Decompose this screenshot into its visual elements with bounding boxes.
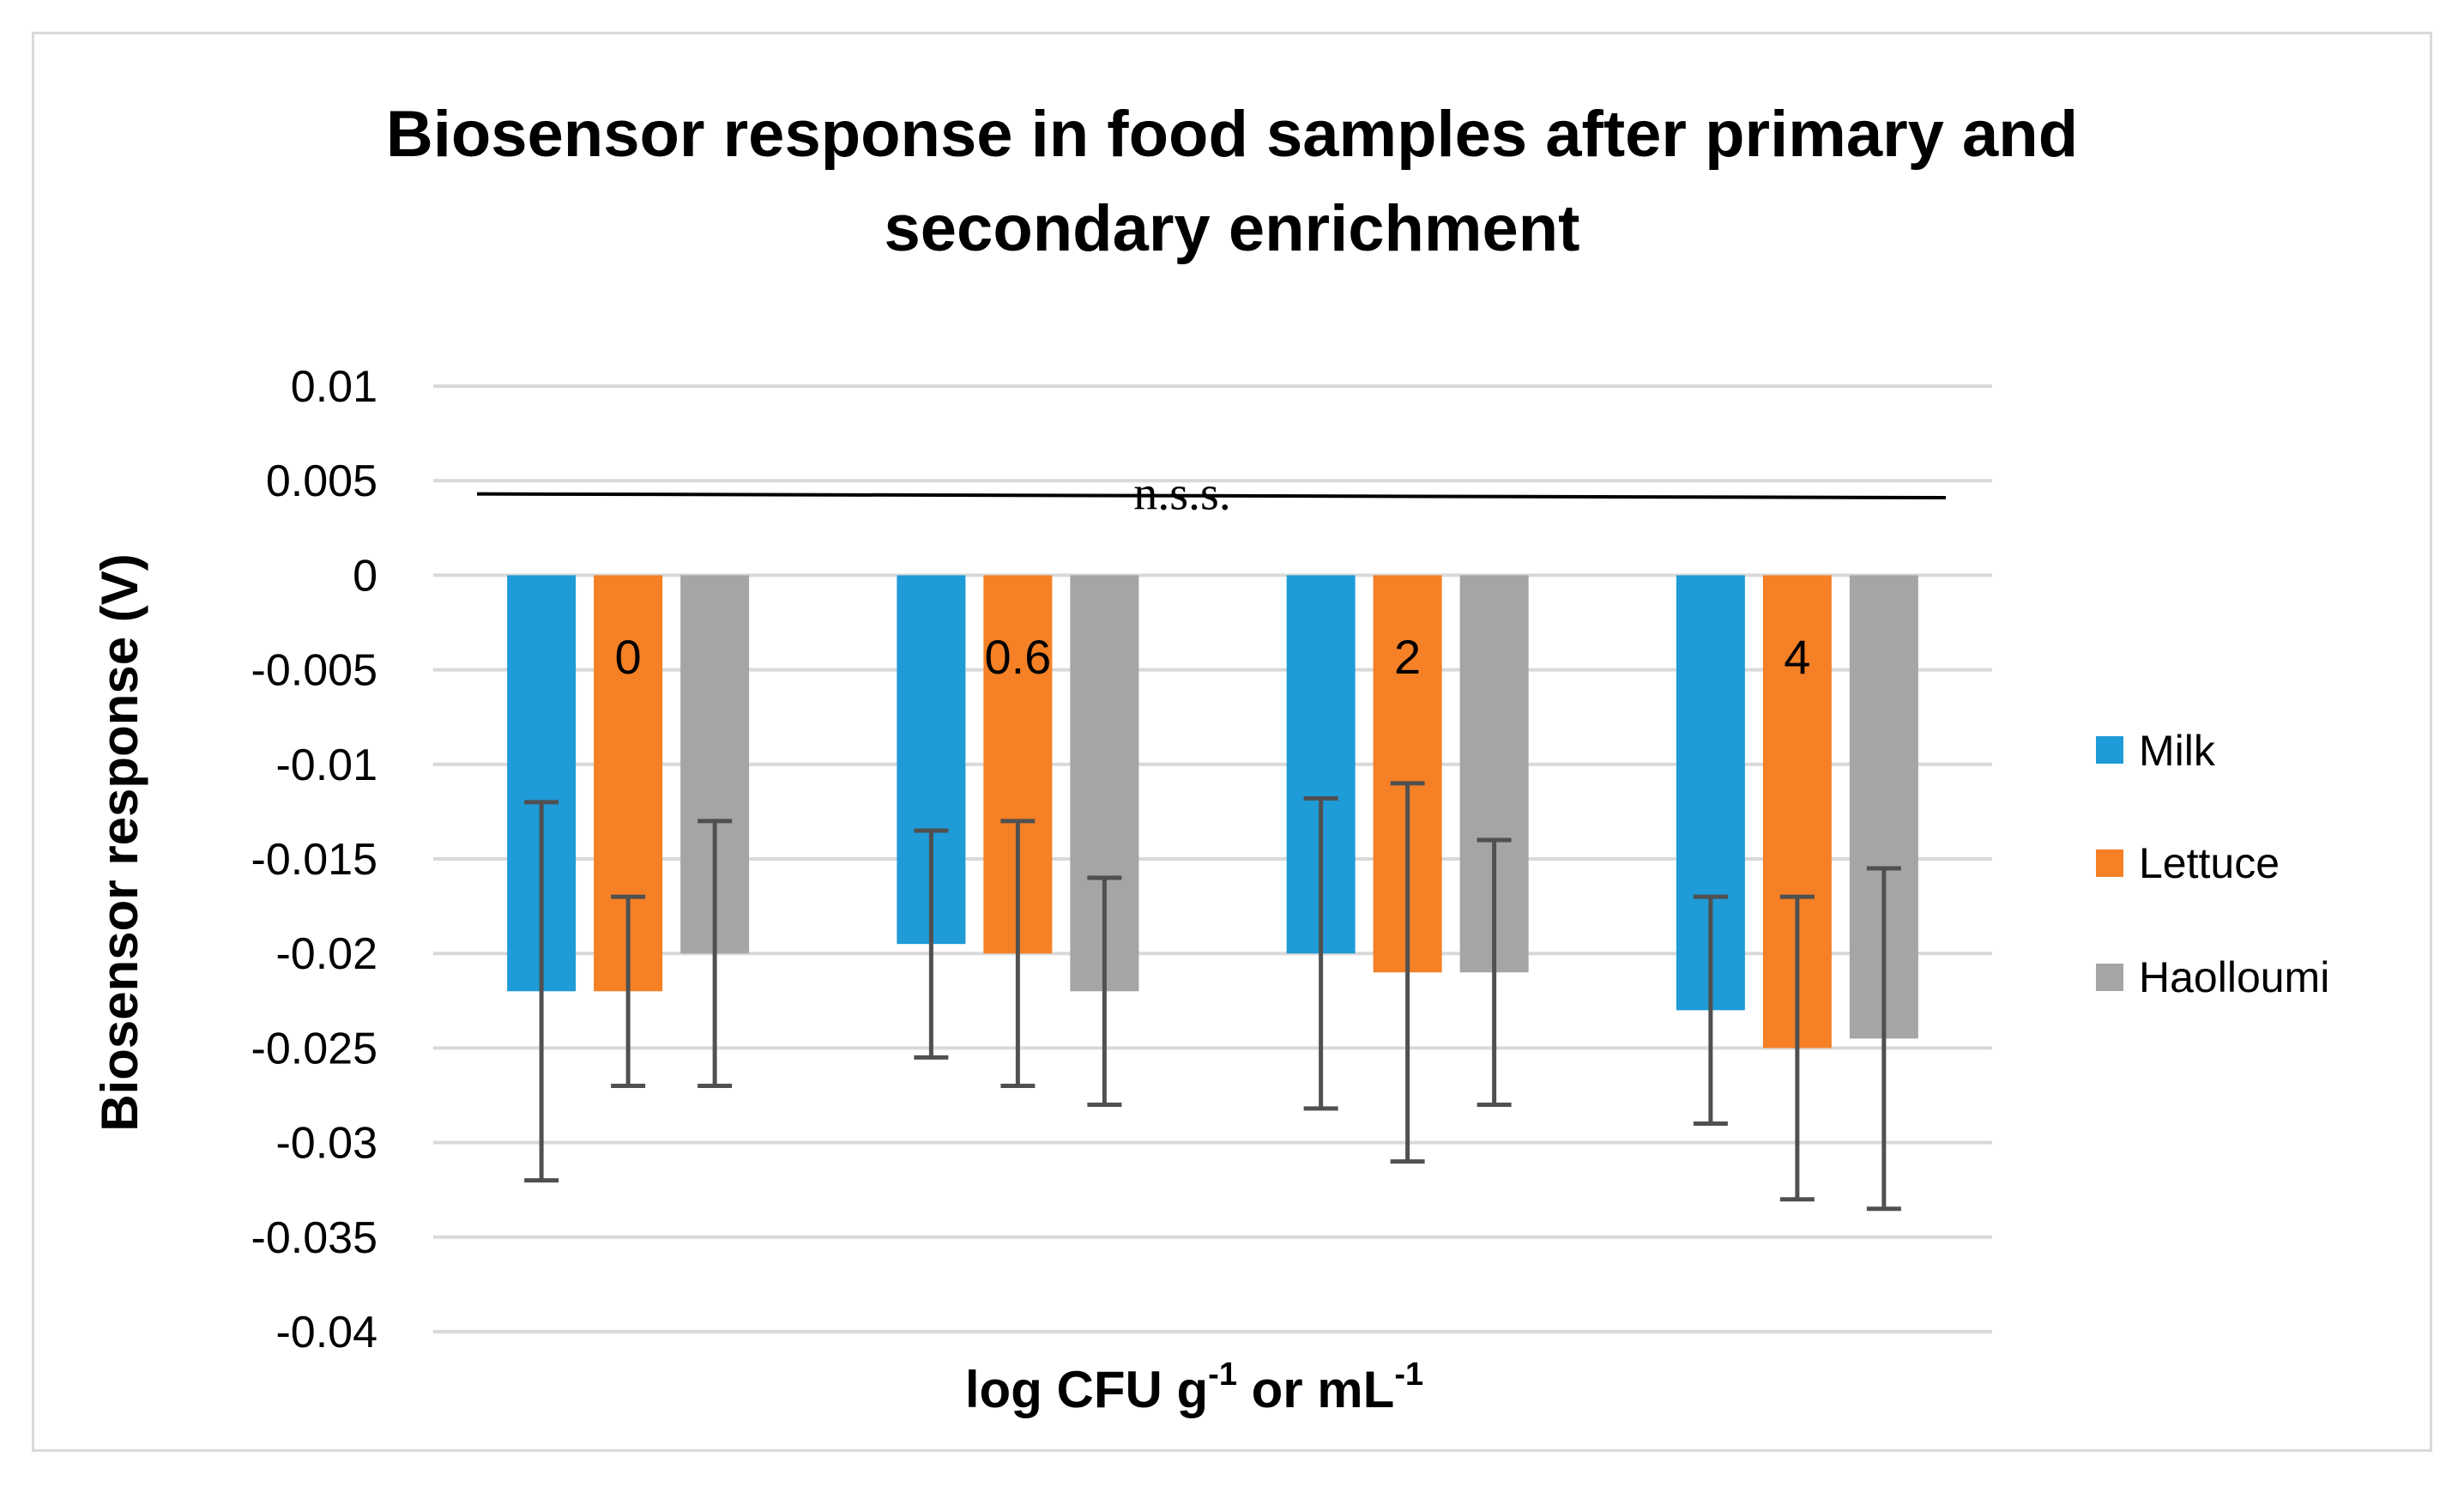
x-axis-title-sup-a: -1 — [1208, 1357, 1237, 1393]
x-axis-title-part-b: or mL — [1237, 1361, 1394, 1418]
legend-label-lettuce: Lettuce — [2139, 839, 2280, 887]
category-label: 0.6 — [984, 630, 1051, 684]
y-tick-label: -0.03 — [275, 1119, 377, 1169]
x-axis-title-sup-b: -1 — [1394, 1357, 1423, 1393]
y-tick-label: 0.005 — [266, 456, 377, 506]
y-tick-label: -0.01 — [275, 740, 377, 790]
y-tick-label: -0.015 — [251, 835, 377, 885]
legend: Milk Lettuce Haolloumi — [2096, 727, 2329, 1001]
error-bars — [524, 781, 1901, 1212]
x-axis-title: log CFU g-1 or mL-1 — [965, 1357, 1423, 1418]
significance-label: n.s.s. — [1133, 468, 1231, 521]
y-tick-label: 0.01 — [291, 362, 377, 412]
chart-title-line-2: secondary enrichment — [885, 192, 1580, 265]
y-tick-label: -0.025 — [251, 1024, 377, 1073]
legend-swatch-lettuce — [2096, 849, 2123, 877]
y-tick-label: -0.02 — [275, 929, 377, 979]
category-labels: 0 0.6 2 4 — [615, 630, 1811, 684]
significance-line — [476, 492, 1947, 500]
gridlines — [433, 384, 1992, 1333]
y-tick-label: -0.04 — [275, 1308, 377, 1357]
x-axis-title-part-a: log CFU g — [965, 1361, 1208, 1418]
chart-frame — [32, 32, 2432, 1452]
y-tick-label: -0.035 — [251, 1213, 377, 1263]
y-tick-label: -0.005 — [251, 646, 377, 696]
y-axis-title: Biosensor response (V) — [91, 553, 148, 1132]
chart-title-line-1: Biosensor response in food samples after… — [386, 98, 2078, 171]
bars — [507, 575, 1918, 1049]
legend-swatch-milk — [2096, 736, 2123, 764]
category-label: 4 — [1784, 630, 1810, 684]
category-label: 0 — [615, 630, 642, 684]
legend-label-milk: Milk — [2139, 727, 2216, 775]
y-tick-label: 0 — [353, 551, 377, 601]
legend-swatch-haolloumi — [2096, 964, 2123, 991]
y-axis-ticks: 0.01 0.005 0 -0.005 -0.01 -0.015 -0.02 -0.025 -0… — [251, 362, 377, 1357]
category-label: 2 — [1394, 630, 1421, 684]
legend-label-haolloumi: Haolloumi — [2139, 953, 2329, 1001]
